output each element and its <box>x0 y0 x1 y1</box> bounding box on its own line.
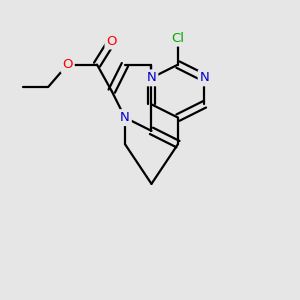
Text: N: N <box>147 71 156 84</box>
Text: N: N <box>200 71 209 84</box>
Text: O: O <box>62 58 73 71</box>
Text: Cl: Cl <box>172 32 184 45</box>
Text: O: O <box>106 34 117 48</box>
Text: N: N <box>120 111 130 124</box>
